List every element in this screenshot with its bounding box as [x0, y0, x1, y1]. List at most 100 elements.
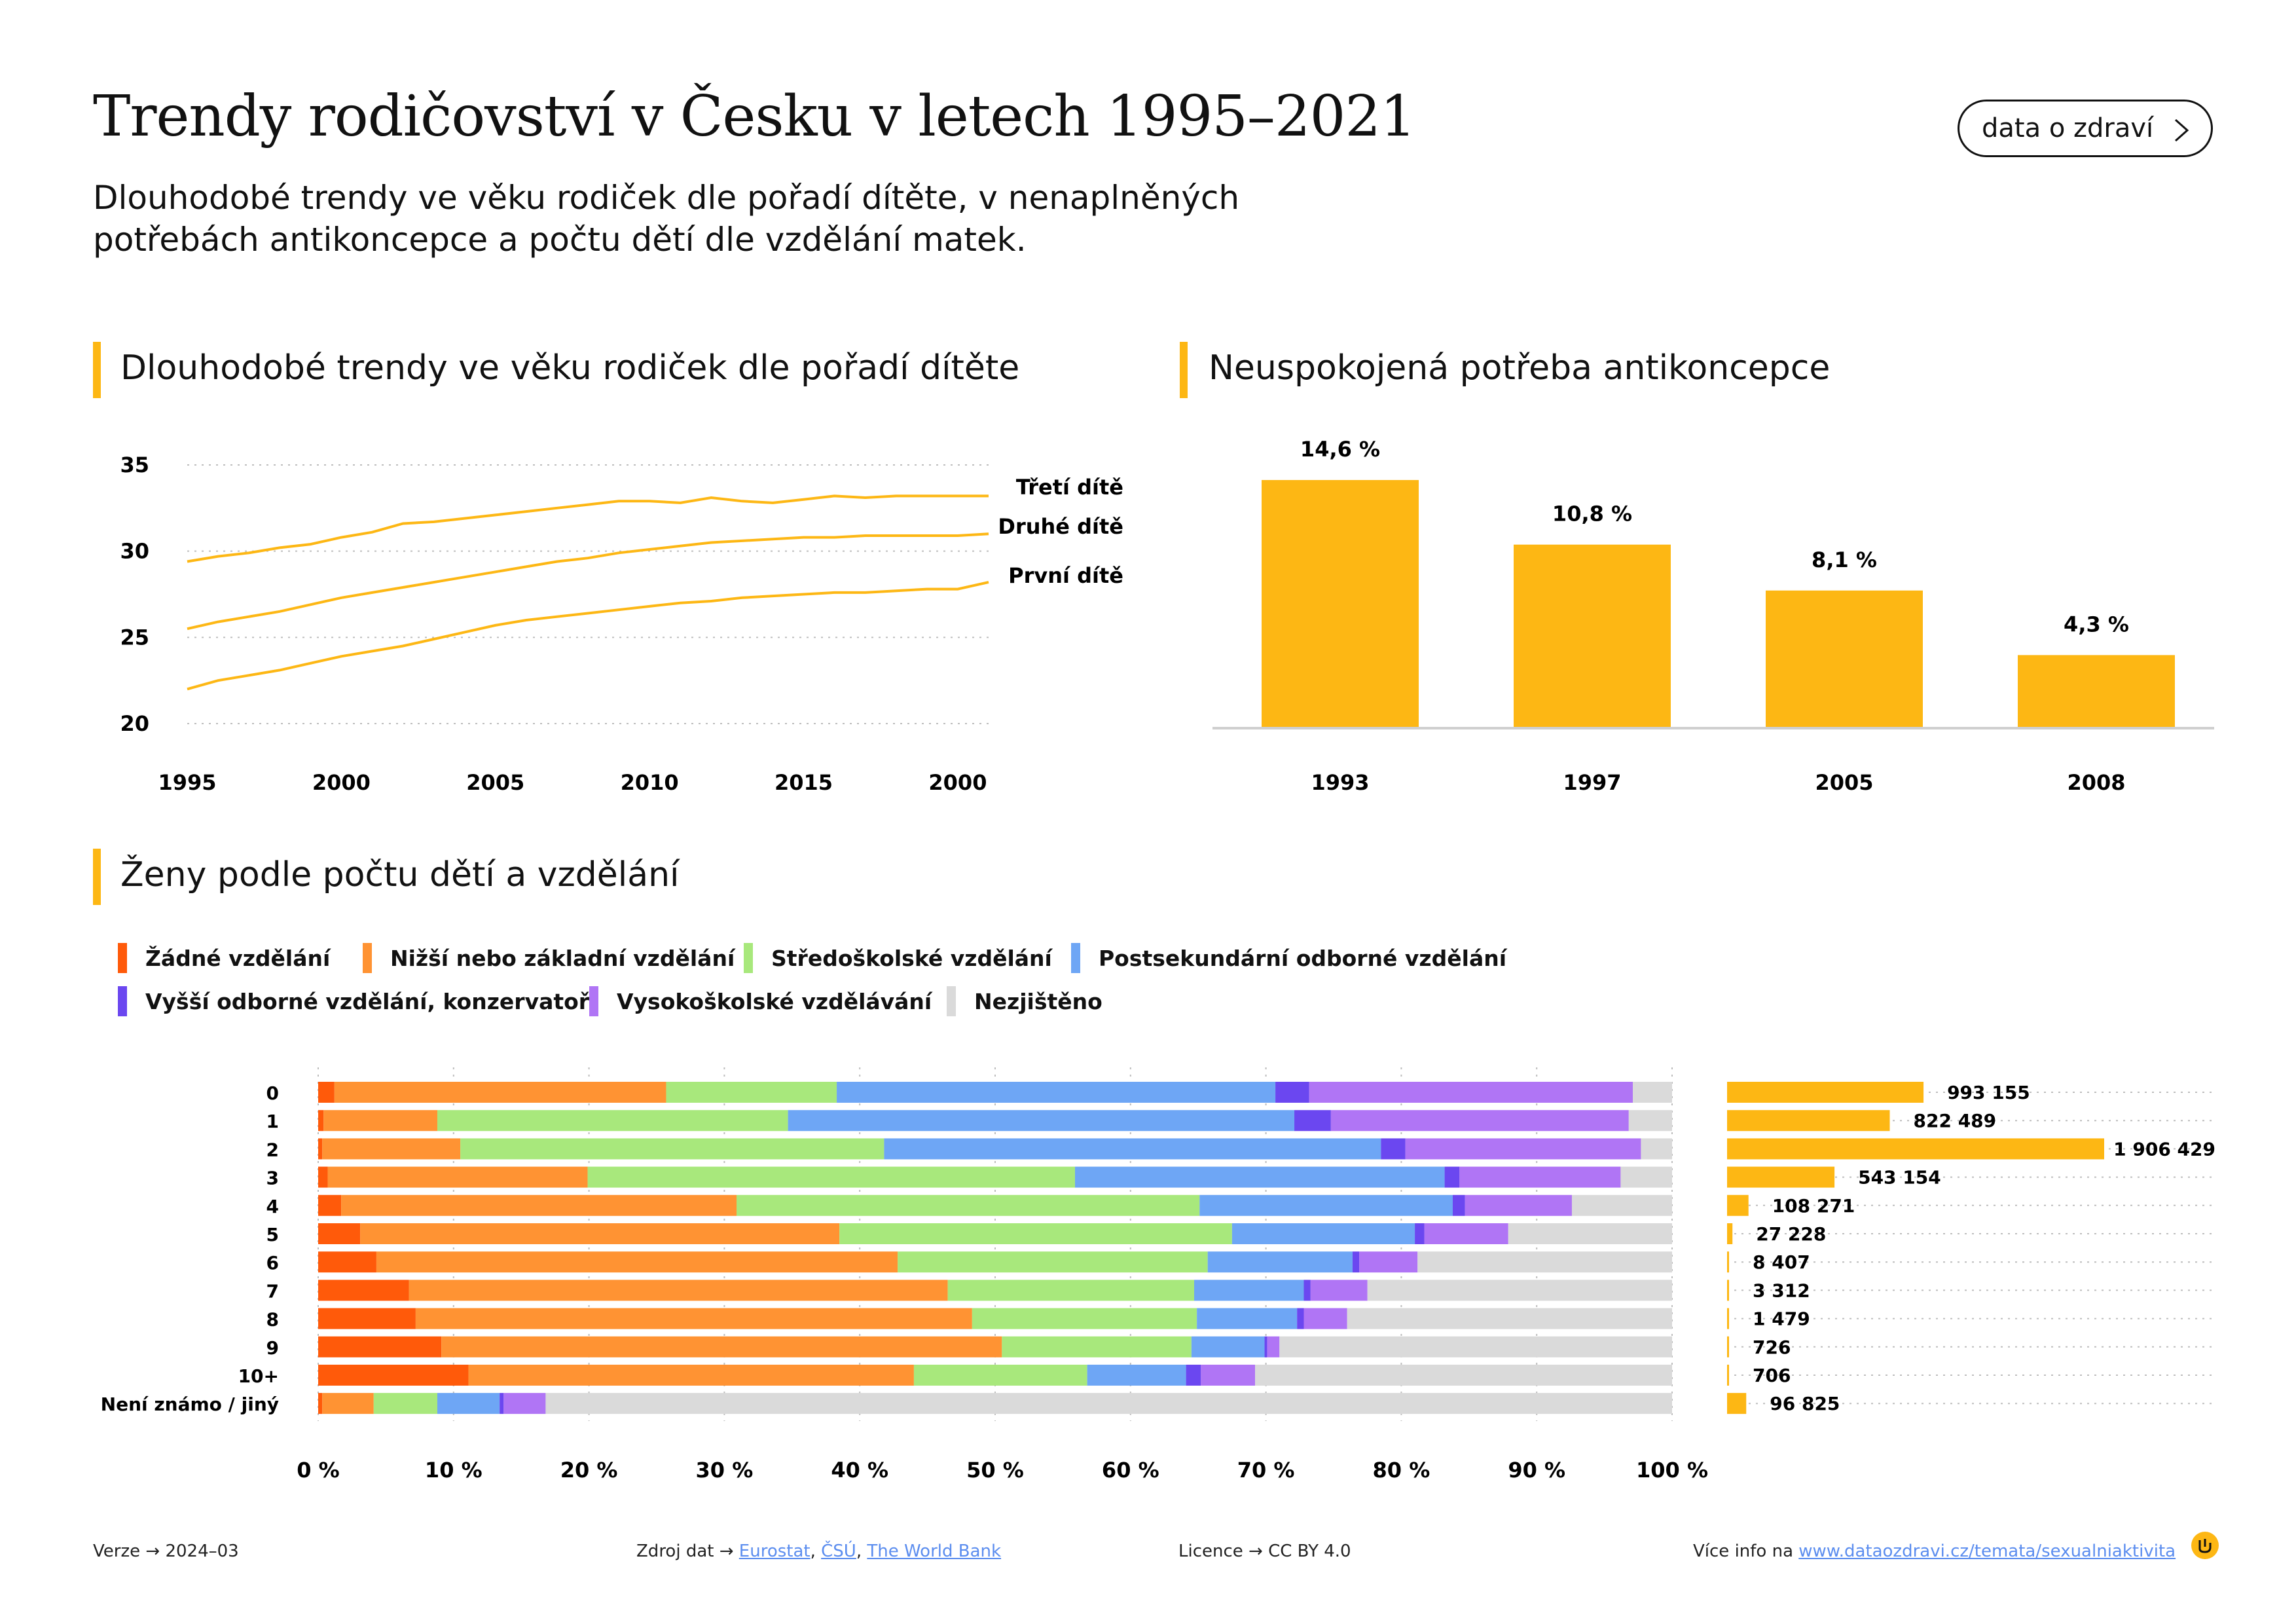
row-label: 7 [266, 1280, 279, 1302]
stacked-segment [1303, 1308, 1347, 1329]
stacked-segment [1641, 1138, 1672, 1160]
section-title-age-trends: Dlouhodobé trendy ve věku rodiček dle po… [120, 348, 1020, 388]
source-label: Zdroj dat [636, 1541, 714, 1561]
x-tick-label: 2000 [312, 770, 371, 795]
total-value-label: 8 407 [1753, 1251, 1810, 1273]
legend-swatch [118, 986, 127, 1016]
stacked-segment [318, 1280, 409, 1301]
total-bar [1727, 1194, 1749, 1216]
source-link-world-bank[interactable]: The World Bank [867, 1541, 1002, 1561]
row-label: 6 [266, 1252, 279, 1274]
legend-swatch [118, 943, 127, 973]
stacked-segment [1367, 1280, 1672, 1301]
x-tick-label: 1993 [1311, 770, 1369, 795]
legend-label: Nižší nebo základní vzdělání [390, 945, 735, 971]
x-tick-label: 2000 [928, 770, 987, 795]
stacked-segment [318, 1223, 361, 1244]
series-label: Druhé dítě [998, 514, 1123, 539]
stacked-segment [415, 1308, 972, 1329]
stacked-segment [1465, 1194, 1572, 1216]
legend-label: Vyšší odborné vzdělání, konzervatoř [145, 988, 590, 1014]
x-tick-label: 2005 [1815, 770, 1873, 795]
stacked-segment [334, 1082, 666, 1103]
total-value-label: 96 825 [1770, 1393, 1840, 1414]
x-tick-label: 1995 [158, 770, 216, 795]
total-bar [1727, 1251, 1729, 1273]
total-value-label: 1 906 429 [2113, 1138, 2215, 1160]
x-tick-label: 1997 [1563, 770, 1621, 795]
series-line [187, 532, 989, 631]
row-label: 5 [266, 1224, 279, 1246]
stacked-segment [972, 1308, 1197, 1329]
source-link-csu[interactable]: ČSÚ [821, 1541, 856, 1561]
legend-item: Nezjištěno [947, 986, 1102, 1016]
stacked-segment [1415, 1223, 1425, 1244]
section-title-contraception: Neuspokojená potřeba antikoncepce [1209, 348, 1831, 388]
stacked-segment [318, 1110, 324, 1132]
total-value-label: 108 271 [1772, 1195, 1855, 1217]
legend-swatch [589, 986, 598, 1016]
bar [1262, 480, 1419, 728]
section-accent-bar [93, 342, 101, 398]
stacked-segment [1275, 1082, 1309, 1103]
legend-swatch [947, 986, 956, 1016]
education-stacked-bar-chart: 0 % 10 % 20 % 30 % 40 % 50 % 60 % 70 % 80 % 90 % 1… [101, 1067, 2215, 1483]
stacked-segment [587, 1166, 1076, 1188]
total-bar [1727, 1365, 1729, 1386]
stacked-segment [1359, 1251, 1418, 1273]
row-label: Není známo / jiný [101, 1393, 279, 1415]
stacked-segment [1231, 1223, 1415, 1244]
y-tick-label: 20 [120, 711, 149, 736]
stacked-segment [373, 1393, 437, 1414]
stacked-segment [1405, 1138, 1641, 1160]
row-label: 0 [266, 1082, 279, 1104]
total-bar [1727, 1082, 1924, 1103]
data-o-zdravi-button[interactable]: data o zdraví [1958, 100, 2213, 157]
legend-item: Žádné vzdělání [118, 943, 330, 973]
stacked-segment [318, 1393, 323, 1414]
stacked-segment [1459, 1166, 1621, 1188]
stacked-segment [545, 1393, 1672, 1414]
contraception-bar-chart: 14,6 % 1993 10,8 % 1997 8,1 % 2005 4,3 % 2008 [1212, 437, 2214, 795]
chevron-right-icon [2175, 119, 2189, 142]
total-value-label: 822 489 [1914, 1110, 1997, 1132]
x-tick-label: 90 % [1508, 1458, 1565, 1483]
series-label: První dítě [1008, 563, 1123, 588]
stacked-segment [1381, 1138, 1406, 1160]
series-line [187, 581, 989, 691]
stacked-segment [1628, 1110, 1672, 1132]
legend-label: Žádné vzdělání [145, 945, 331, 971]
legend-item: Nižší nebo základní vzdělání [363, 943, 735, 973]
x-tick-label: 2008 [2067, 770, 2125, 795]
license-label: Licence [1178, 1541, 1243, 1561]
source-link-eurostat[interactable]: Eurostat [738, 1541, 811, 1561]
stacked-segment [441, 1336, 1002, 1357]
x-tick-label: 100 % [1636, 1458, 1708, 1483]
stacked-segment [1633, 1082, 1672, 1103]
y-tick-label: 35 [120, 452, 149, 477]
legend-item: Vysokoškolské vzdělávání [589, 986, 932, 1016]
more-info-label: Více info na [1693, 1541, 1794, 1561]
total-bar [1727, 1223, 1733, 1244]
stacked-segment [323, 1110, 437, 1132]
footer-more-info: Více info na www.dataozdravi.cz/temata/s… [1693, 1541, 2176, 1561]
x-tick-label: 80 % [1373, 1458, 1430, 1483]
stacked-segment [1508, 1223, 1672, 1244]
x-tick-label: 2015 [774, 770, 833, 795]
button-label: data o zdraví [1982, 113, 2154, 143]
stacked-segment [1194, 1280, 1304, 1301]
stacked-segment [376, 1251, 898, 1273]
more-info-link[interactable]: www.dataozdravi.cz/temata/sexualniaktivi… [1798, 1541, 2176, 1561]
stacked-segment [1201, 1365, 1256, 1386]
stacked-segment [437, 1110, 788, 1132]
stacked-segment [1620, 1166, 1672, 1188]
legend-item: Postsekundární odborné vzdělání [1071, 943, 1506, 973]
stacked-segment [318, 1194, 342, 1216]
stacked-segment [409, 1280, 948, 1301]
stacked-segment [318, 1251, 376, 1273]
x-tick-label: 10 % [425, 1458, 483, 1483]
stacked-segment [1417, 1251, 1672, 1273]
row-label: 9 [266, 1337, 279, 1359]
footer-license: Licence → CC BY 4.0 [1178, 1541, 1351, 1561]
bar-value-label: 10,8 % [1552, 502, 1632, 526]
